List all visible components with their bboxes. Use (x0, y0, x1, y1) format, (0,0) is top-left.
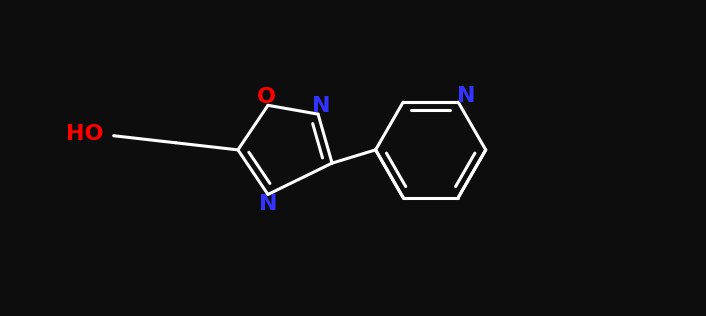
Text: HO: HO (66, 124, 103, 144)
Text: O: O (257, 87, 276, 107)
Text: N: N (258, 194, 277, 214)
Text: N: N (312, 96, 331, 116)
Text: N: N (457, 87, 476, 106)
